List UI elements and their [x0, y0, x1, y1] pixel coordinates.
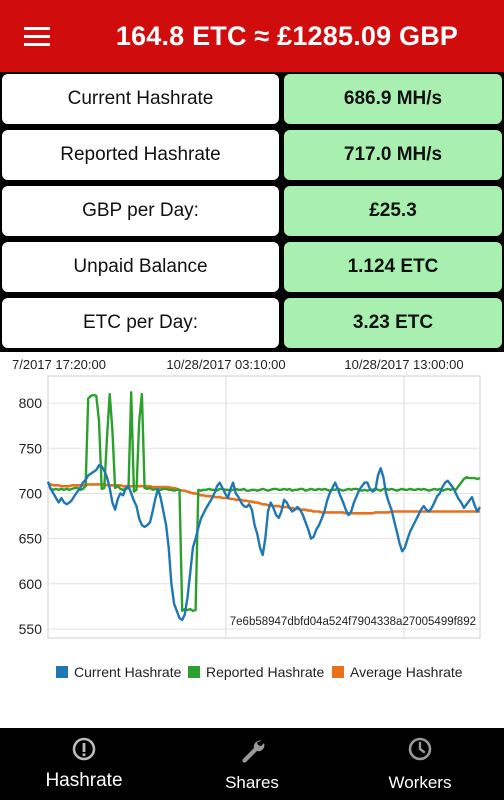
legend-label-2: Average Hashrate — [350, 664, 463, 680]
clock-icon — [336, 736, 504, 764]
unpaid-balance-value: 1.124 ETC — [284, 242, 502, 292]
y-tick-labels: 550 600 650 700 750 800 — [19, 395, 43, 637]
series-line-1 — [46, 391, 481, 613]
chart-legend: Current Hashrate Reported Hashrate Average… — [56, 664, 463, 680]
current-hashrate-value: 686.9 MH/s — [284, 74, 502, 124]
chart-svg: 7/2017 17:20:00 10/28/2017 03:10:00 10/28/… — [12, 357, 482, 680]
nav-shares[interactable]: Shares — [168, 728, 336, 800]
app-bar: 164.8 ETC ≈ £1285.09 GBP — [0, 0, 504, 72]
etc-per-day-label: ETC per Day: — [2, 298, 279, 348]
series-line-2 — [48, 483, 480, 515]
x-tick-label-2: 10/28/2017 13:00:00 — [344, 357, 463, 372]
nav-hashrate[interactable]: Hashrate — [0, 728, 168, 800]
info-icon — [0, 736, 168, 764]
etc-per-day-value: 3.23 ETC — [284, 298, 502, 348]
y-tick-label-1: 600 — [19, 576, 43, 592]
x-tick-label-0: 7/2017 17:20:00 — [12, 357, 106, 372]
stats-panel: Current Hashrate 686.9 MH/s Reported Has… — [0, 72, 504, 352]
nav-workers-label: Workers — [388, 773, 452, 792]
legend-swatch-2 — [332, 666, 344, 678]
hashrate-chart[interactable]: 7/2017 17:20:00 10/28/2017 03:10:00 10/28/… — [0, 352, 504, 728]
menu-icon[interactable] — [24, 24, 54, 48]
plot-area — [47, 375, 481, 639]
wrench-icon — [168, 736, 336, 764]
balance-title: 164.8 ETC ≈ £1285.09 GBP — [115, 21, 459, 51]
legend-label-0: Current Hashrate — [74, 664, 182, 680]
reported-hashrate-value: 717.0 MH/s — [284, 130, 502, 180]
unpaid-balance-label: Unpaid Balance — [2, 242, 279, 292]
chart-series — [46, 391, 482, 622]
nav-workers[interactable]: Workers — [336, 728, 504, 800]
nav-hashrate-label: Hashrate — [45, 770, 123, 791]
bottom-nav: Hashrate Shares Workers — [0, 728, 504, 800]
gbp-per-day-label: GBP per Day: — [2, 186, 279, 236]
y-tick-label-5: 800 — [19, 395, 43, 411]
x-tick-label-1: 10/28/2017 03:10:00 — [166, 357, 285, 372]
y-tick-label-3: 700 — [19, 485, 43, 501]
y-tick-label-4: 750 — [19, 440, 43, 456]
legend-swatch-0 — [56, 666, 68, 678]
gbp-per-day-value: £25.3 — [284, 186, 502, 236]
nav-shares-label: Shares — [225, 773, 279, 792]
current-hashrate-label: Current Hashrate — [2, 74, 279, 124]
legend-swatch-1 — [188, 666, 200, 678]
legend-label-1: Reported Hashrate — [206, 664, 325, 680]
y-tick-label-2: 650 — [19, 531, 43, 547]
reported-hashrate-label: Reported Hashrate — [2, 130, 279, 180]
y-tick-label-0: 550 — [19, 621, 43, 637]
x-tick-labels: 7/2017 17:20:00 10/28/2017 03:10:00 10/28/… — [12, 357, 464, 372]
chart-description: 7e6b58947dbfd04a524f7904338a27005499f892 — [230, 616, 476, 628]
chart-grid — [47, 375, 481, 639]
series-line-0 — [46, 464, 482, 622]
